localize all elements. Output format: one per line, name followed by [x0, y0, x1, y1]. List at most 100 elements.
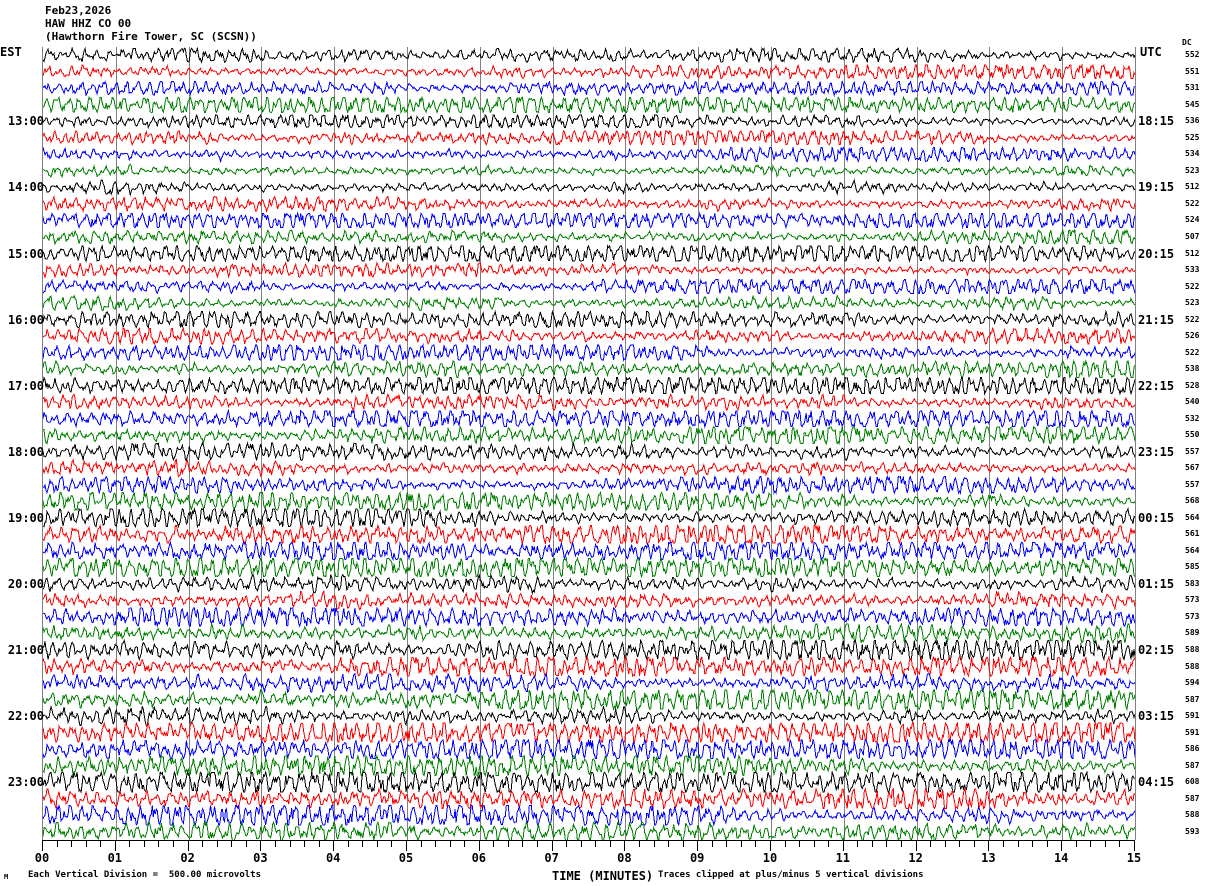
x-tick-minor	[435, 841, 437, 847]
x-tick-minor	[886, 841, 888, 847]
x-tick-label: 08	[617, 851, 632, 865]
dc-value: 524	[1185, 215, 1200, 225]
right-time-label: 23:15	[1138, 444, 1175, 459]
dc-value: 589	[1185, 628, 1200, 638]
x-tick-minor	[784, 841, 786, 847]
x-tick-minor	[1119, 841, 1121, 847]
dc-value: 540	[1185, 397, 1200, 407]
dc-value: 528	[1185, 380, 1200, 390]
x-axis	[42, 840, 1135, 851]
grid-line-minute-8	[625, 47, 627, 840]
trace-row	[43, 113, 1135, 130]
x-tick-minor	[857, 841, 859, 847]
seismogram-plot[interactable]	[42, 47, 1136, 840]
left-time-label: 17:00	[7, 378, 44, 393]
x-tick-minor	[347, 841, 349, 847]
dc-value: 552	[1185, 50, 1200, 60]
grid-line-minute-1	[115, 47, 117, 840]
left-time-label: 18:00	[7, 444, 44, 459]
dc-value: 573	[1185, 595, 1200, 605]
trace-row	[43, 820, 1135, 840]
header-channel: HAW HHZ CO 00	[45, 17, 132, 30]
right-time-label: 22:15	[1138, 378, 1175, 393]
trace-row	[43, 507, 1135, 529]
trace-row	[43, 704, 1135, 728]
dc-value: 533	[1185, 265, 1200, 275]
trace-row	[43, 721, 1135, 744]
grid-line-minute-7	[552, 47, 554, 840]
x-tick-minor	[1075, 841, 1077, 847]
grid-line-minute-5	[407, 47, 408, 840]
trace-row	[43, 589, 1135, 611]
dc-value: 588	[1185, 661, 1200, 671]
dc-value: 587	[1185, 760, 1200, 770]
x-tick-major	[333, 841, 335, 851]
x-tick-minor	[566, 841, 568, 847]
x-tick-minor	[216, 841, 218, 847]
x-tick-label: 00	[34, 851, 50, 865]
x-tick-minor	[129, 841, 131, 847]
x-tick-minor	[289, 841, 291, 847]
right-time-label: 01:15	[1138, 576, 1175, 591]
x-tick-major	[260, 841, 262, 851]
grid-line-minute-6	[479, 47, 481, 840]
trace-row	[43, 145, 1135, 164]
trace-row	[43, 425, 1135, 446]
dc-value: 593	[1185, 826, 1200, 836]
x-tick-minor	[1046, 841, 1048, 847]
corner-marker: M	[4, 873, 9, 881]
x-tick-label: 07	[544, 851, 559, 865]
dc-value: 567	[1185, 463, 1200, 473]
dc-value: 585	[1185, 562, 1200, 572]
x-tick-minor	[682, 841, 684, 847]
x-tick-label: 03	[253, 851, 268, 865]
dc-value: 550	[1185, 430, 1200, 440]
trace-row	[43, 228, 1135, 246]
x-tick-minor	[944, 841, 946, 847]
left-time-label: 19:00	[7, 510, 44, 525]
x-tick-major	[1061, 841, 1063, 851]
x-tick-minor	[362, 841, 364, 847]
grid-line-minute-12	[916, 47, 918, 840]
dc-value: 587	[1185, 793, 1200, 803]
x-tick-label: 04	[325, 851, 341, 865]
grid-line-minute-4	[334, 47, 336, 840]
right-time-label: 03:15	[1138, 709, 1175, 724]
dc-value: 564	[1185, 512, 1200, 522]
right-time-label: 21:15	[1138, 312, 1175, 327]
left-time-label: 22:00	[7, 709, 44, 724]
axis-label-dc: DC	[1182, 38, 1192, 47]
grid-line-minute-14	[1062, 47, 1064, 840]
x-tick-minor	[1002, 841, 1004, 847]
trace-row	[43, 474, 1135, 495]
trace-row	[43, 79, 1135, 98]
dc-value: 523	[1185, 298, 1200, 308]
right-time-label: 18:15	[1138, 114, 1175, 129]
trace-row	[43, 787, 1135, 811]
trace-row	[43, 163, 1135, 178]
trace-row	[43, 770, 1135, 794]
dc-value: 522	[1185, 281, 1200, 291]
x-tick-minor	[537, 841, 539, 847]
x-tick-minor	[522, 841, 524, 847]
right-time-label: 19:15	[1138, 180, 1175, 195]
header-site: (Hawthorn Fire Tower, SC (SCSN))	[45, 30, 257, 43]
dc-value: 531	[1185, 83, 1200, 93]
x-tick-minor	[493, 841, 495, 847]
trace-row	[43, 441, 1135, 462]
x-tick-minor	[304, 841, 306, 847]
dc-value: 538	[1185, 364, 1200, 374]
dc-value: 512	[1185, 248, 1200, 258]
x-tick-major	[478, 841, 480, 851]
x-tick-major	[624, 841, 626, 851]
trace-row	[43, 294, 1135, 312]
x-tick-label: 05	[398, 851, 414, 865]
x-tick-minor	[56, 841, 58, 847]
dc-value: 583	[1185, 578, 1200, 588]
trace-row	[43, 490, 1135, 512]
footer-clip-note: Traces clipped at plus/minus 5 vertical …	[658, 870, 924, 880]
trace-row	[43, 671, 1135, 694]
x-tick-minor	[973, 841, 975, 847]
x-tick-minor	[828, 841, 830, 847]
dc-value: 591	[1185, 727, 1200, 737]
